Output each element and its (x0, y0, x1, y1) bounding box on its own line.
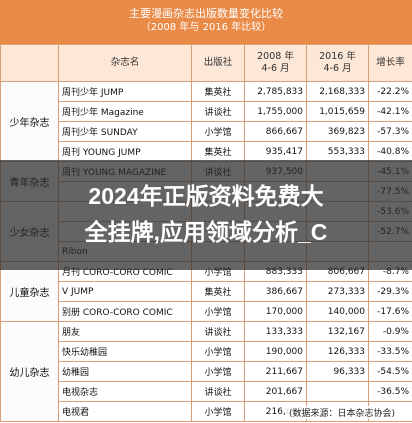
circulation-2008-cell: 866,667 (244, 121, 307, 142)
column-header-category (0, 44, 59, 82)
circulation-2016-cell: 126,333 (306, 341, 369, 362)
growth-rate-cell: -17.6% (368, 301, 412, 322)
magazine-name-cell: 幼稚园 (58, 361, 192, 382)
publisher-cell: 小学馆 (191, 401, 245, 422)
column-header-growth-rate: 增长率 (368, 44, 412, 82)
circulation-2016-cell: 273,333 (306, 281, 369, 302)
column-header-magazine: 杂志名 (58, 44, 192, 82)
data-source-note: (数据来源：日本杂志协会) (285, 406, 398, 419)
magazine-name-cell: 朋友 (58, 321, 192, 342)
table-row: 少年杂志 周刊少年 JUMP 集英社 2,785,833 2,168,333 -22.2% (0, 81, 412, 162)
column-header-2016: 2016 年 4-6 月 (306, 44, 369, 82)
table-row: 周刊 YOUNG JUMP 集英社 935,417 553,333 -40.8% (1, 141, 412, 162)
magazine-name-cell: 周刊少年 Magazine (58, 101, 192, 122)
table-title: 主要漫画杂志出版数量变化比较 (129, 7, 283, 20)
category-cell: 幼儿杂志 (0, 321, 59, 422)
magazine-name-cell: 电视君 (58, 401, 192, 422)
publisher-cell: 小学馆 (191, 361, 245, 382)
circulation-2016-cell (306, 381, 369, 402)
circulation-2008-cell: 201,667 (244, 381, 307, 402)
table-row: 周刊少年 SUNDAY 小学馆 866,667 369,823 -57.3% (1, 121, 412, 142)
category-cell: 少年杂志 (0, 81, 59, 162)
circulation-2016-cell: 140,000 (306, 301, 369, 322)
growth-rate-cell: -29.3% (368, 281, 412, 302)
watermark-overlay: 2024年正版资料免费大 全挂牌,应用领域分析_C (0, 160, 412, 270)
growth-rate-cell: -40.8% (368, 141, 412, 162)
publisher-cell: 讲谈社 (191, 381, 245, 402)
circulation-2016-cell: 1,015,659 (306, 101, 369, 122)
growth-rate-cell: -22.2% (368, 81, 412, 102)
table-title-bar: 主要漫画杂志出版数量变化比较 （2008 年与 2016 年比较） (0, 0, 412, 44)
magazine-name-cell: V JUMP (58, 281, 192, 302)
table-header-row: 杂志名 出版社 2008 年 4-6 月 2016 年 4-6 月 增长率 (0, 44, 412, 82)
growth-rate-cell: -42.1% (368, 101, 412, 122)
circulation-2008-cell: 935,417 (244, 141, 307, 162)
growth-rate-cell: -33.5% (368, 341, 412, 362)
publisher-cell: 讲谈社 (191, 101, 245, 122)
publisher-cell: 小学馆 (191, 341, 245, 362)
growth-rate-cell: -0.9% (368, 321, 412, 342)
growth-rate-cell: -36.5% (368, 381, 412, 402)
publisher-cell: 讲谈社 (191, 321, 245, 342)
circulation-2008-cell: 1,755,000 (244, 101, 307, 122)
circulation-2016-cell: 2,168,333 (306, 81, 369, 102)
table-row: 幼稚园 小学馆 211,667 96,333 -54.5% (1, 361, 412, 382)
magazine-name-cell: 周刊 YOUNG JUMP (58, 141, 192, 162)
magazine-name-cell: 电视杂志 (58, 381, 192, 402)
table-row: 别册 CORO-CORO COMIC 小学馆 170,000 140,000 -17.6… (1, 301, 412, 322)
publisher-cell: 集英社 (191, 141, 245, 162)
growth-rate-cell: -54.5% (368, 361, 412, 382)
publisher-cell: 集英社 (191, 281, 245, 302)
circulation-2008-cell: 190,000 (244, 341, 307, 362)
circulation-2016-cell: 132,167 (306, 321, 369, 342)
table-row: 周刊少年 Magazine 讲谈社 1,755,000 1,015,659 -42.1% (1, 101, 412, 122)
table-subtitle: （2008 年与 2016 年比较） (140, 22, 272, 33)
column-header-publisher: 出版社 (191, 44, 245, 82)
category-cell: 儿童杂志 (0, 261, 59, 322)
circulation-2016-cell: 369,823 (306, 121, 369, 142)
publisher-cell: 小学馆 (191, 121, 245, 142)
table-row: V JUMP 集英社 386,667 273,333 -29.3% (1, 281, 412, 302)
circulation-2008-cell: 386,667 (244, 281, 307, 302)
table-row: 快乐幼稚园 小学馆 190,000 126,333 -33.5% (1, 341, 412, 362)
circulation-2008-cell: 211,667 (244, 361, 307, 382)
magazine-name-cell: 周刊少年 JUMP (58, 81, 192, 102)
magazine-name-cell: 周刊少年 SUNDAY (58, 121, 192, 142)
overlay-headline-line-1: 2024年正版资料免费大 (88, 183, 324, 209)
publisher-cell: 集英社 (191, 81, 245, 102)
circulation-2016-cell: 96,333 (306, 361, 369, 382)
circulation-2008-cell: 133,333 (244, 321, 307, 342)
magazine-name-cell: 快乐幼稚园 (58, 341, 192, 362)
circulation-2008-cell: 170,000 (244, 301, 307, 322)
overlay-headline-line-2: 全挂牌,应用领域分析_C (84, 219, 328, 245)
circulation-2016-cell: 553,333 (306, 141, 369, 162)
column-header-2008: 2008 年 4-6 月 (244, 44, 307, 82)
growth-rate-cell: -57.3% (368, 121, 412, 142)
publisher-cell: 小学馆 (191, 301, 245, 322)
magazine-name-cell: 别册 CORO-CORO COMIC (58, 301, 192, 322)
circulation-2008-cell: 2,785,833 (244, 81, 307, 102)
table-row: 电视杂志 讲谈社 201,667 -36.5% (1, 381, 412, 402)
table-row: 幼儿杂志 朋友 讲谈社 133,333 132,167 -0.9% (0, 321, 412, 422)
